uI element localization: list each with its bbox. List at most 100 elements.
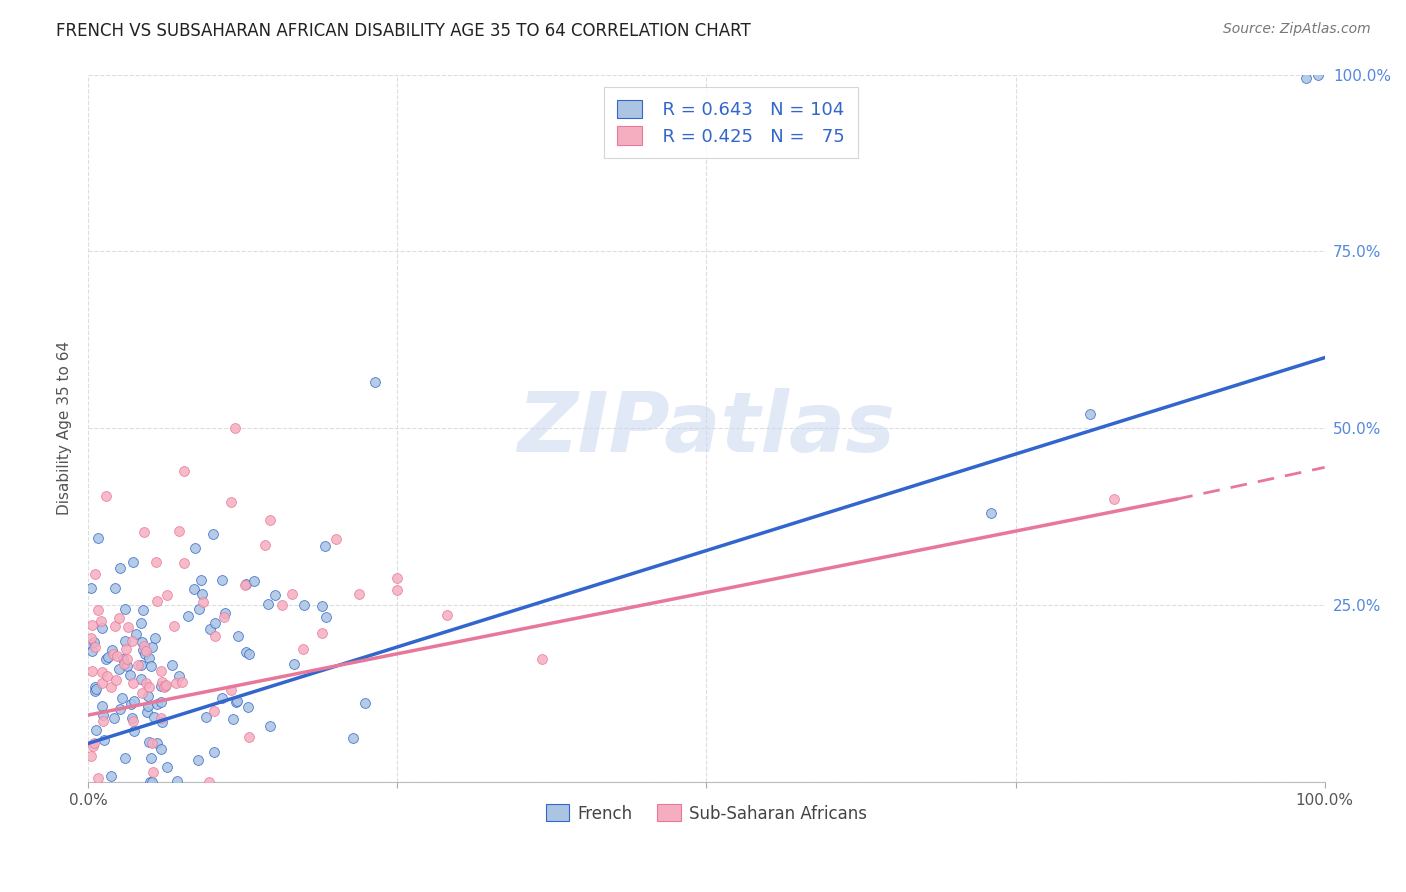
Point — [118, 668, 141, 682]
Point — [155, 678, 177, 692]
Point — [142, 764, 165, 779]
Point — [114, 751, 136, 765]
Point — [222, 712, 245, 726]
Point — [165, 676, 187, 690]
Point — [214, 607, 236, 621]
Point — [132, 639, 155, 653]
Point — [120, 698, 142, 712]
Point — [104, 619, 127, 633]
Point — [980, 507, 1002, 521]
Point — [152, 674, 174, 689]
Point — [291, 641, 314, 656]
Point — [91, 621, 114, 635]
Point — [167, 524, 190, 538]
Point — [191, 595, 214, 609]
Point — [354, 697, 377, 711]
Point — [156, 588, 179, 602]
Point — [91, 707, 114, 722]
Point — [176, 609, 198, 624]
Point — [173, 557, 195, 571]
Point — [191, 587, 214, 601]
Point — [115, 658, 138, 673]
Point — [153, 679, 176, 693]
Text: Source: ZipAtlas.com: Source: ZipAtlas.com — [1223, 22, 1371, 37]
Point — [211, 690, 233, 705]
Point — [141, 751, 163, 765]
Point — [121, 711, 143, 725]
Point — [105, 648, 128, 663]
Point — [82, 739, 104, 753]
Point — [170, 674, 193, 689]
Point — [79, 748, 101, 763]
Point — [103, 711, 125, 725]
Point — [90, 614, 112, 628]
Point — [219, 683, 242, 698]
Point — [142, 709, 165, 723]
Point — [236, 699, 259, 714]
Point — [263, 588, 285, 602]
Point — [1104, 492, 1126, 507]
Point — [139, 658, 162, 673]
Point — [238, 647, 260, 661]
Point — [150, 695, 173, 709]
Point — [80, 617, 103, 632]
Point — [83, 680, 105, 694]
Point — [315, 610, 337, 624]
Point — [257, 597, 280, 611]
Point — [94, 652, 117, 666]
Point — [150, 742, 173, 756]
Point — [385, 582, 408, 597]
Point — [83, 635, 105, 649]
Point — [202, 526, 225, 541]
Point — [314, 539, 336, 553]
Point — [122, 714, 145, 728]
Point — [347, 587, 370, 601]
Point — [325, 532, 347, 546]
Point — [219, 495, 242, 509]
Point — [83, 736, 105, 750]
Point — [124, 627, 146, 641]
Point — [104, 673, 127, 687]
Point — [104, 581, 127, 595]
Point — [122, 694, 145, 708]
Point — [114, 634, 136, 648]
Point — [129, 615, 152, 630]
Point — [80, 631, 103, 645]
Point — [101, 643, 124, 657]
Point — [200, 622, 222, 636]
Point — [82, 644, 104, 658]
Point — [141, 736, 163, 750]
Point — [149, 664, 172, 678]
Point — [127, 658, 149, 673]
Point — [117, 620, 139, 634]
Point — [94, 489, 117, 503]
Point — [146, 735, 169, 749]
Point — [364, 376, 387, 390]
Point — [129, 672, 152, 686]
Point — [122, 555, 145, 569]
Point — [156, 760, 179, 774]
Point — [342, 731, 364, 745]
Point — [195, 710, 218, 724]
Point — [271, 598, 294, 612]
Point — [243, 574, 266, 589]
Point — [91, 676, 114, 690]
Point — [226, 629, 249, 643]
Point — [145, 697, 167, 711]
Point — [235, 645, 257, 659]
Point — [108, 662, 131, 676]
Point — [84, 723, 107, 737]
Point — [167, 669, 190, 683]
Point — [150, 714, 173, 729]
Point — [138, 651, 160, 665]
Point — [91, 714, 114, 728]
Point — [283, 657, 305, 672]
Point — [145, 594, 167, 608]
Point — [93, 732, 115, 747]
Point — [97, 650, 120, 665]
Point — [79, 637, 101, 651]
Point — [80, 664, 103, 678]
Point — [387, 571, 409, 585]
Point — [226, 694, 249, 708]
Point — [121, 634, 143, 648]
